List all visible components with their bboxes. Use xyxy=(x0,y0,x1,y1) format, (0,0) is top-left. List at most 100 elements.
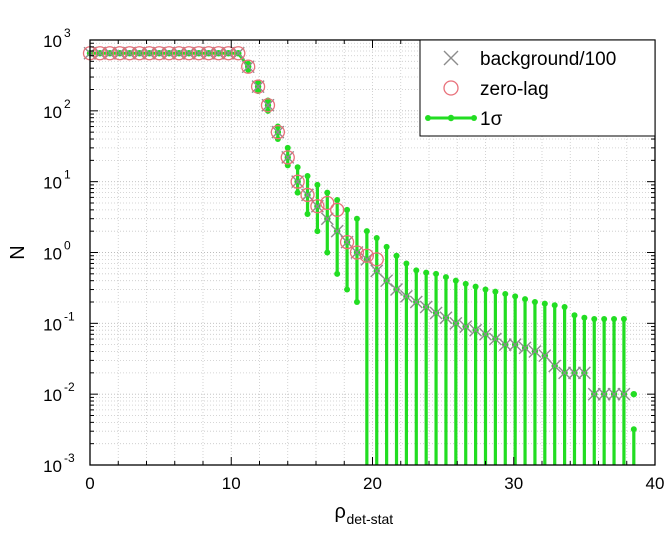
data-point-circle xyxy=(270,125,286,140)
data-point-circle xyxy=(122,46,137,61)
data-point-circle xyxy=(359,248,375,263)
data-point-x xyxy=(548,359,562,373)
data-point-x xyxy=(281,150,295,164)
data-point-x xyxy=(419,300,433,314)
data-point-circle xyxy=(161,46,177,61)
data-point-circle xyxy=(191,46,206,61)
y-tick-exponent: 3 xyxy=(64,26,71,40)
data-point-circle xyxy=(112,46,127,61)
errorbar-cap xyxy=(472,283,479,290)
series-zero-lag xyxy=(82,46,384,267)
legend-marker-x xyxy=(443,50,459,66)
data-point-circle xyxy=(280,150,295,165)
data-point-x xyxy=(320,212,334,226)
y-axis-label: N xyxy=(7,245,29,259)
errorbar-cap xyxy=(304,173,311,180)
data-point-circle xyxy=(349,245,365,260)
data-point-circle xyxy=(171,46,187,61)
errorbar-cap xyxy=(403,260,410,267)
errorbar-cap xyxy=(324,189,331,196)
errorbar-cap xyxy=(512,293,519,300)
errorbar-cap xyxy=(492,288,499,295)
legend-marker-dot xyxy=(471,115,477,121)
errorbar-cap xyxy=(334,270,341,277)
errorbar-cap xyxy=(304,210,311,217)
data-point-circle xyxy=(330,202,345,218)
data-point-x xyxy=(449,316,463,330)
data-point-x xyxy=(429,306,443,320)
x-tick-label: 0 xyxy=(85,474,94,493)
data-point-x xyxy=(479,327,492,341)
errorbar-cap xyxy=(571,312,578,319)
data-point-circle xyxy=(260,98,276,113)
errorbar-cap xyxy=(393,252,400,259)
data-point-circle xyxy=(320,195,335,211)
errorbar-cap xyxy=(413,267,420,274)
data-point-x xyxy=(291,175,305,189)
errorbar-cap xyxy=(522,296,529,303)
legend-label: background/100 xyxy=(480,49,616,70)
errorbar-cap xyxy=(620,316,627,323)
errorbar-cap xyxy=(541,300,548,307)
errorbar-cap xyxy=(502,290,509,297)
x-tick-label: 10 xyxy=(222,474,241,493)
errorbar-cap xyxy=(363,228,370,235)
data-point-x xyxy=(399,289,413,303)
y-tick-label: 10 xyxy=(43,315,62,334)
data-point-circle xyxy=(339,234,355,250)
data-point-x xyxy=(271,125,285,139)
data-point-x xyxy=(469,323,483,337)
y-tick-exponent: -3 xyxy=(64,451,75,465)
y-tick-exponent: -1 xyxy=(64,309,75,323)
data-point-x xyxy=(459,320,473,334)
legend-label: zero-lag xyxy=(480,79,549,100)
errorbar-cap xyxy=(482,286,489,293)
errorbar-cap xyxy=(274,123,281,130)
x-tick-label: 30 xyxy=(504,474,523,493)
data-point-circle xyxy=(92,46,108,61)
x-tick-label: 40 xyxy=(646,474,665,493)
errorbar-cap xyxy=(294,164,301,171)
errorbar-cap xyxy=(561,304,568,311)
data-point-x xyxy=(380,274,394,288)
data-point-circle xyxy=(181,46,197,61)
y-tick-label: 10 xyxy=(43,457,62,476)
data-point-circle xyxy=(310,199,325,214)
errorbar-cap xyxy=(344,206,351,213)
data-point-circle xyxy=(132,46,147,61)
data-point-circle xyxy=(152,46,167,61)
errorbar-cap xyxy=(284,144,291,151)
legend: background/100 zero-lag 1σ xyxy=(419,39,656,137)
data-point-circle xyxy=(300,187,315,203)
data-point-x xyxy=(390,283,404,297)
y-tick-label: 10 xyxy=(43,32,62,51)
y-tick-label: 10 xyxy=(43,245,62,264)
y-tick-exponent: -2 xyxy=(64,380,75,394)
errorbar-cap xyxy=(601,316,608,323)
y-tick-exponent: 1 xyxy=(64,168,71,182)
data-point-circle xyxy=(231,46,246,61)
errorbar-cap xyxy=(334,197,341,204)
data-point-x xyxy=(617,387,631,401)
data-point-x xyxy=(508,338,522,352)
y-tick-exponent: 2 xyxy=(64,97,71,111)
errorbar-cap xyxy=(314,181,321,188)
data-point-x xyxy=(597,387,611,401)
data-point-circle xyxy=(369,252,384,267)
data-point-x xyxy=(301,188,315,202)
errorbar-cap xyxy=(442,274,449,281)
errorbar-cap xyxy=(452,277,459,284)
data-point-circle xyxy=(211,46,226,61)
legend-marker-circle xyxy=(443,80,459,96)
errorbar-cap xyxy=(630,426,637,433)
data-point-x xyxy=(488,332,502,346)
y-tick-exponent: 0 xyxy=(64,239,71,253)
legend-box xyxy=(419,39,656,137)
errorbar-cap xyxy=(314,228,321,235)
x-axis-label: ρ xyxy=(335,501,346,523)
data-point-x xyxy=(498,338,512,352)
errorbar-cap xyxy=(353,299,360,306)
y-tick-label: 10 xyxy=(43,174,62,193)
data-point-x xyxy=(528,345,542,359)
